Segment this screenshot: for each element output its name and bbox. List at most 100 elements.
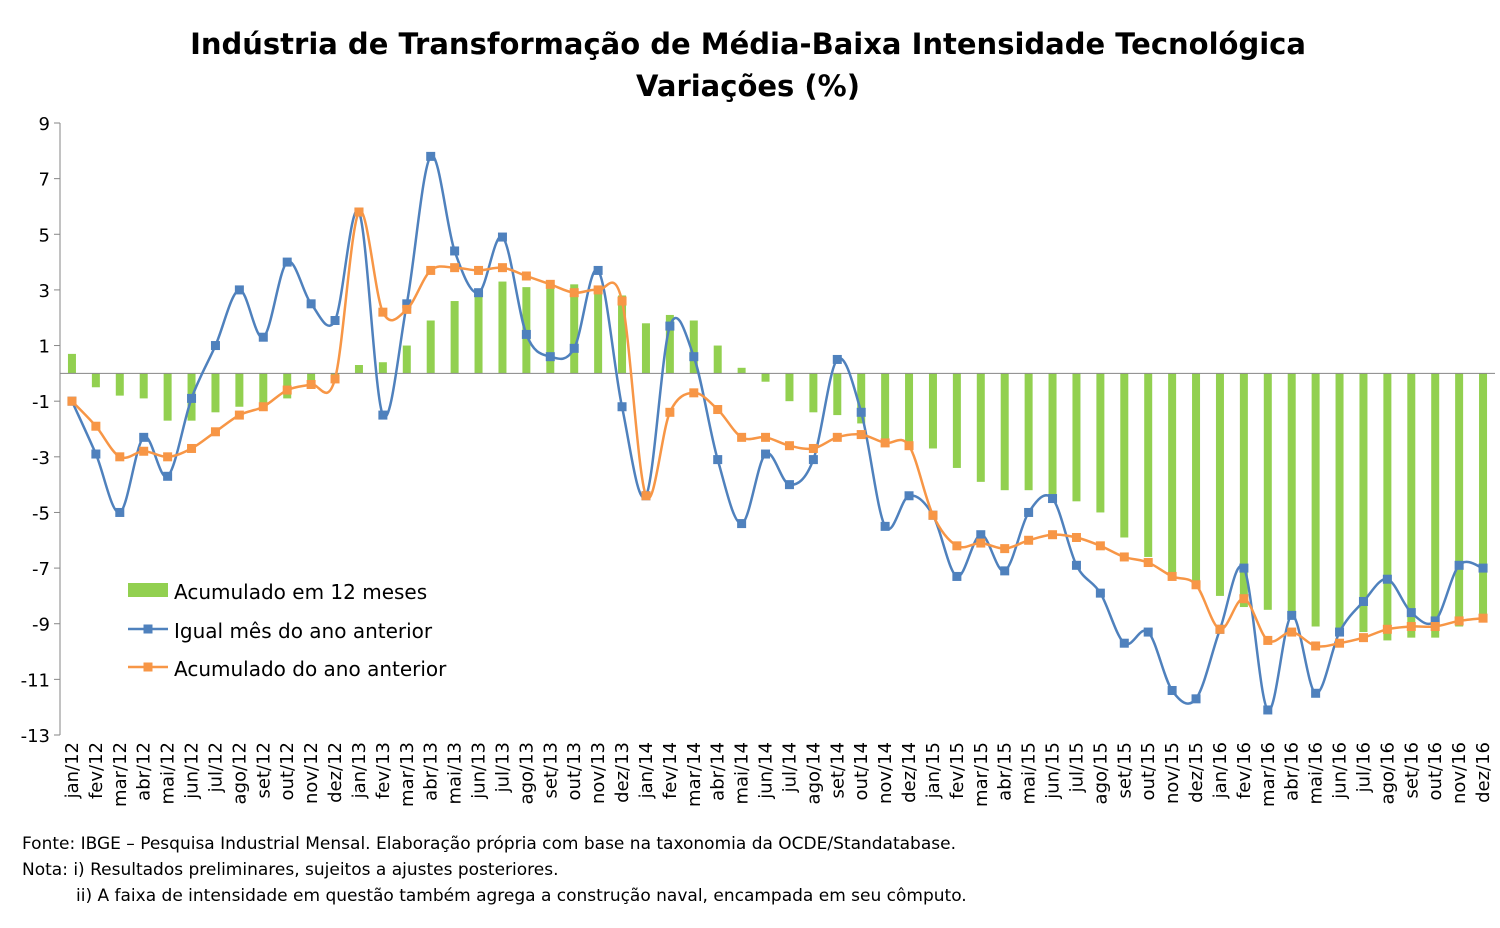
point-igual-mes — [1454, 560, 1464, 570]
x-tick-label: jul/14 — [779, 742, 800, 793]
x-tick-label: out/14 — [851, 742, 872, 800]
legend-swatch-marker — [143, 624, 153, 634]
x-tick-label: jan/12 — [62, 742, 83, 799]
x-tick-label: nov/13 — [588, 742, 609, 804]
x-tick-label: jul/12 — [205, 742, 226, 793]
x-tick-label: dez/16 — [1473, 742, 1494, 803]
point-igual-mes — [1311, 688, 1321, 698]
point-acumulado-ano — [450, 263, 460, 273]
x-tick-label: fev/12 — [86, 742, 107, 799]
point-acumulado-ano — [1095, 541, 1105, 551]
bar — [1168, 373, 1177, 577]
x-tick-label: nov/16 — [1449, 742, 1470, 804]
x-tick-label: mai/14 — [732, 742, 753, 805]
point-acumulado-ano — [115, 452, 125, 462]
x-tick-label: set/16 — [1401, 742, 1422, 798]
point-acumulado-ano — [1119, 552, 1129, 562]
y-tick-label: 3 — [39, 281, 50, 302]
bar — [881, 373, 890, 441]
bar — [378, 362, 387, 374]
legend-swatch-marker — [143, 662, 153, 672]
point-igual-mes — [1167, 685, 1177, 695]
point-acumulado-ano — [880, 438, 890, 448]
point-acumulado-ano — [976, 538, 986, 548]
point-acumulado-ano — [1382, 624, 1392, 634]
bar — [450, 301, 459, 374]
bar — [1144, 373, 1153, 557]
point-acumulado-ano — [808, 443, 818, 453]
bar — [1335, 373, 1344, 630]
point-igual-mes — [497, 232, 507, 242]
point-acumulado-ano — [354, 207, 364, 217]
point-igual-mes — [1048, 494, 1058, 504]
point-acumulado-ano — [1215, 624, 1225, 634]
x-tick-label: nov/12 — [301, 742, 322, 804]
point-igual-mes — [880, 521, 890, 531]
x-tick-label: ago/15 — [1090, 742, 1111, 804]
x-tick-label: jan/14 — [636, 742, 657, 799]
x-tick-label: ago/16 — [1377, 742, 1398, 804]
point-igual-mes — [474, 288, 484, 298]
x-tick-label: out/12 — [277, 742, 298, 800]
y-tick-label: 9 — [39, 114, 50, 135]
point-acumulado-ano — [330, 374, 340, 384]
point-acumulado-ano — [497, 263, 507, 273]
point-acumulado-ano — [234, 410, 244, 420]
bar — [426, 320, 435, 374]
point-acumulado-ano — [306, 379, 316, 389]
x-tick-label: dez/15 — [1186, 742, 1207, 803]
y-tick-label: -11 — [21, 670, 50, 691]
point-acumulado-ano — [1239, 594, 1249, 604]
x-tick-label: jul/13 — [492, 742, 513, 793]
point-igual-mes — [115, 507, 125, 517]
bar — [689, 320, 698, 374]
point-acumulado-ano — [832, 432, 842, 442]
point-acumulado-ano — [737, 432, 747, 442]
y-tick-label: 5 — [39, 225, 50, 246]
bar — [211, 373, 220, 413]
x-tick-label: set/12 — [253, 742, 274, 798]
point-igual-mes — [1335, 627, 1345, 637]
bar — [833, 373, 842, 416]
bar — [641, 323, 650, 374]
x-tick-label: out/13 — [564, 742, 585, 800]
point-acumulado-ano — [1263, 635, 1273, 645]
point-acumulado-ano — [474, 265, 484, 275]
bar — [1407, 373, 1416, 638]
point-acumulado-ano — [713, 405, 723, 415]
x-tick-label: abr/13 — [421, 742, 442, 801]
point-acumulado-ano — [593, 285, 603, 295]
point-igual-mes — [1071, 560, 1081, 570]
x-tick-label: fev/14 — [660, 742, 681, 799]
x-tick-label: dez/13 — [612, 742, 633, 803]
x-tick-label: fev/15 — [947, 742, 968, 799]
x-tick-label: jun/16 — [1330, 742, 1351, 800]
x-tick-label: abr/12 — [134, 742, 155, 801]
point-igual-mes — [450, 246, 460, 256]
legend-label: Igual mês do ano anterior — [174, 619, 433, 643]
bar — [354, 365, 363, 374]
point-igual-mes — [378, 410, 388, 420]
point-igual-mes — [617, 402, 627, 412]
x-tick-label: mai/16 — [1306, 742, 1327, 805]
point-igual-mes — [1263, 705, 1273, 715]
point-igual-mes — [1095, 588, 1105, 598]
bar — [785, 373, 794, 402]
point-acumulado-ano — [1024, 535, 1034, 545]
x-tick-label: fev/13 — [373, 742, 394, 799]
x-tick-label: ago/13 — [516, 742, 537, 804]
bar — [546, 281, 555, 374]
point-acumulado-ano — [1311, 641, 1321, 651]
bar — [1359, 373, 1368, 633]
bar — [713, 345, 722, 374]
y-tick-label: -13 — [21, 726, 50, 747]
bar — [235, 373, 244, 407]
point-igual-mes — [1406, 608, 1416, 618]
y-tick-label: 1 — [39, 337, 50, 358]
point-igual-mes — [187, 393, 197, 403]
x-tick-label: set/15 — [1114, 742, 1135, 798]
bar — [905, 373, 914, 446]
point-igual-mes — [1191, 694, 1201, 704]
chart-title: Indústria de Transformação de Média-Baix… — [190, 27, 1306, 61]
